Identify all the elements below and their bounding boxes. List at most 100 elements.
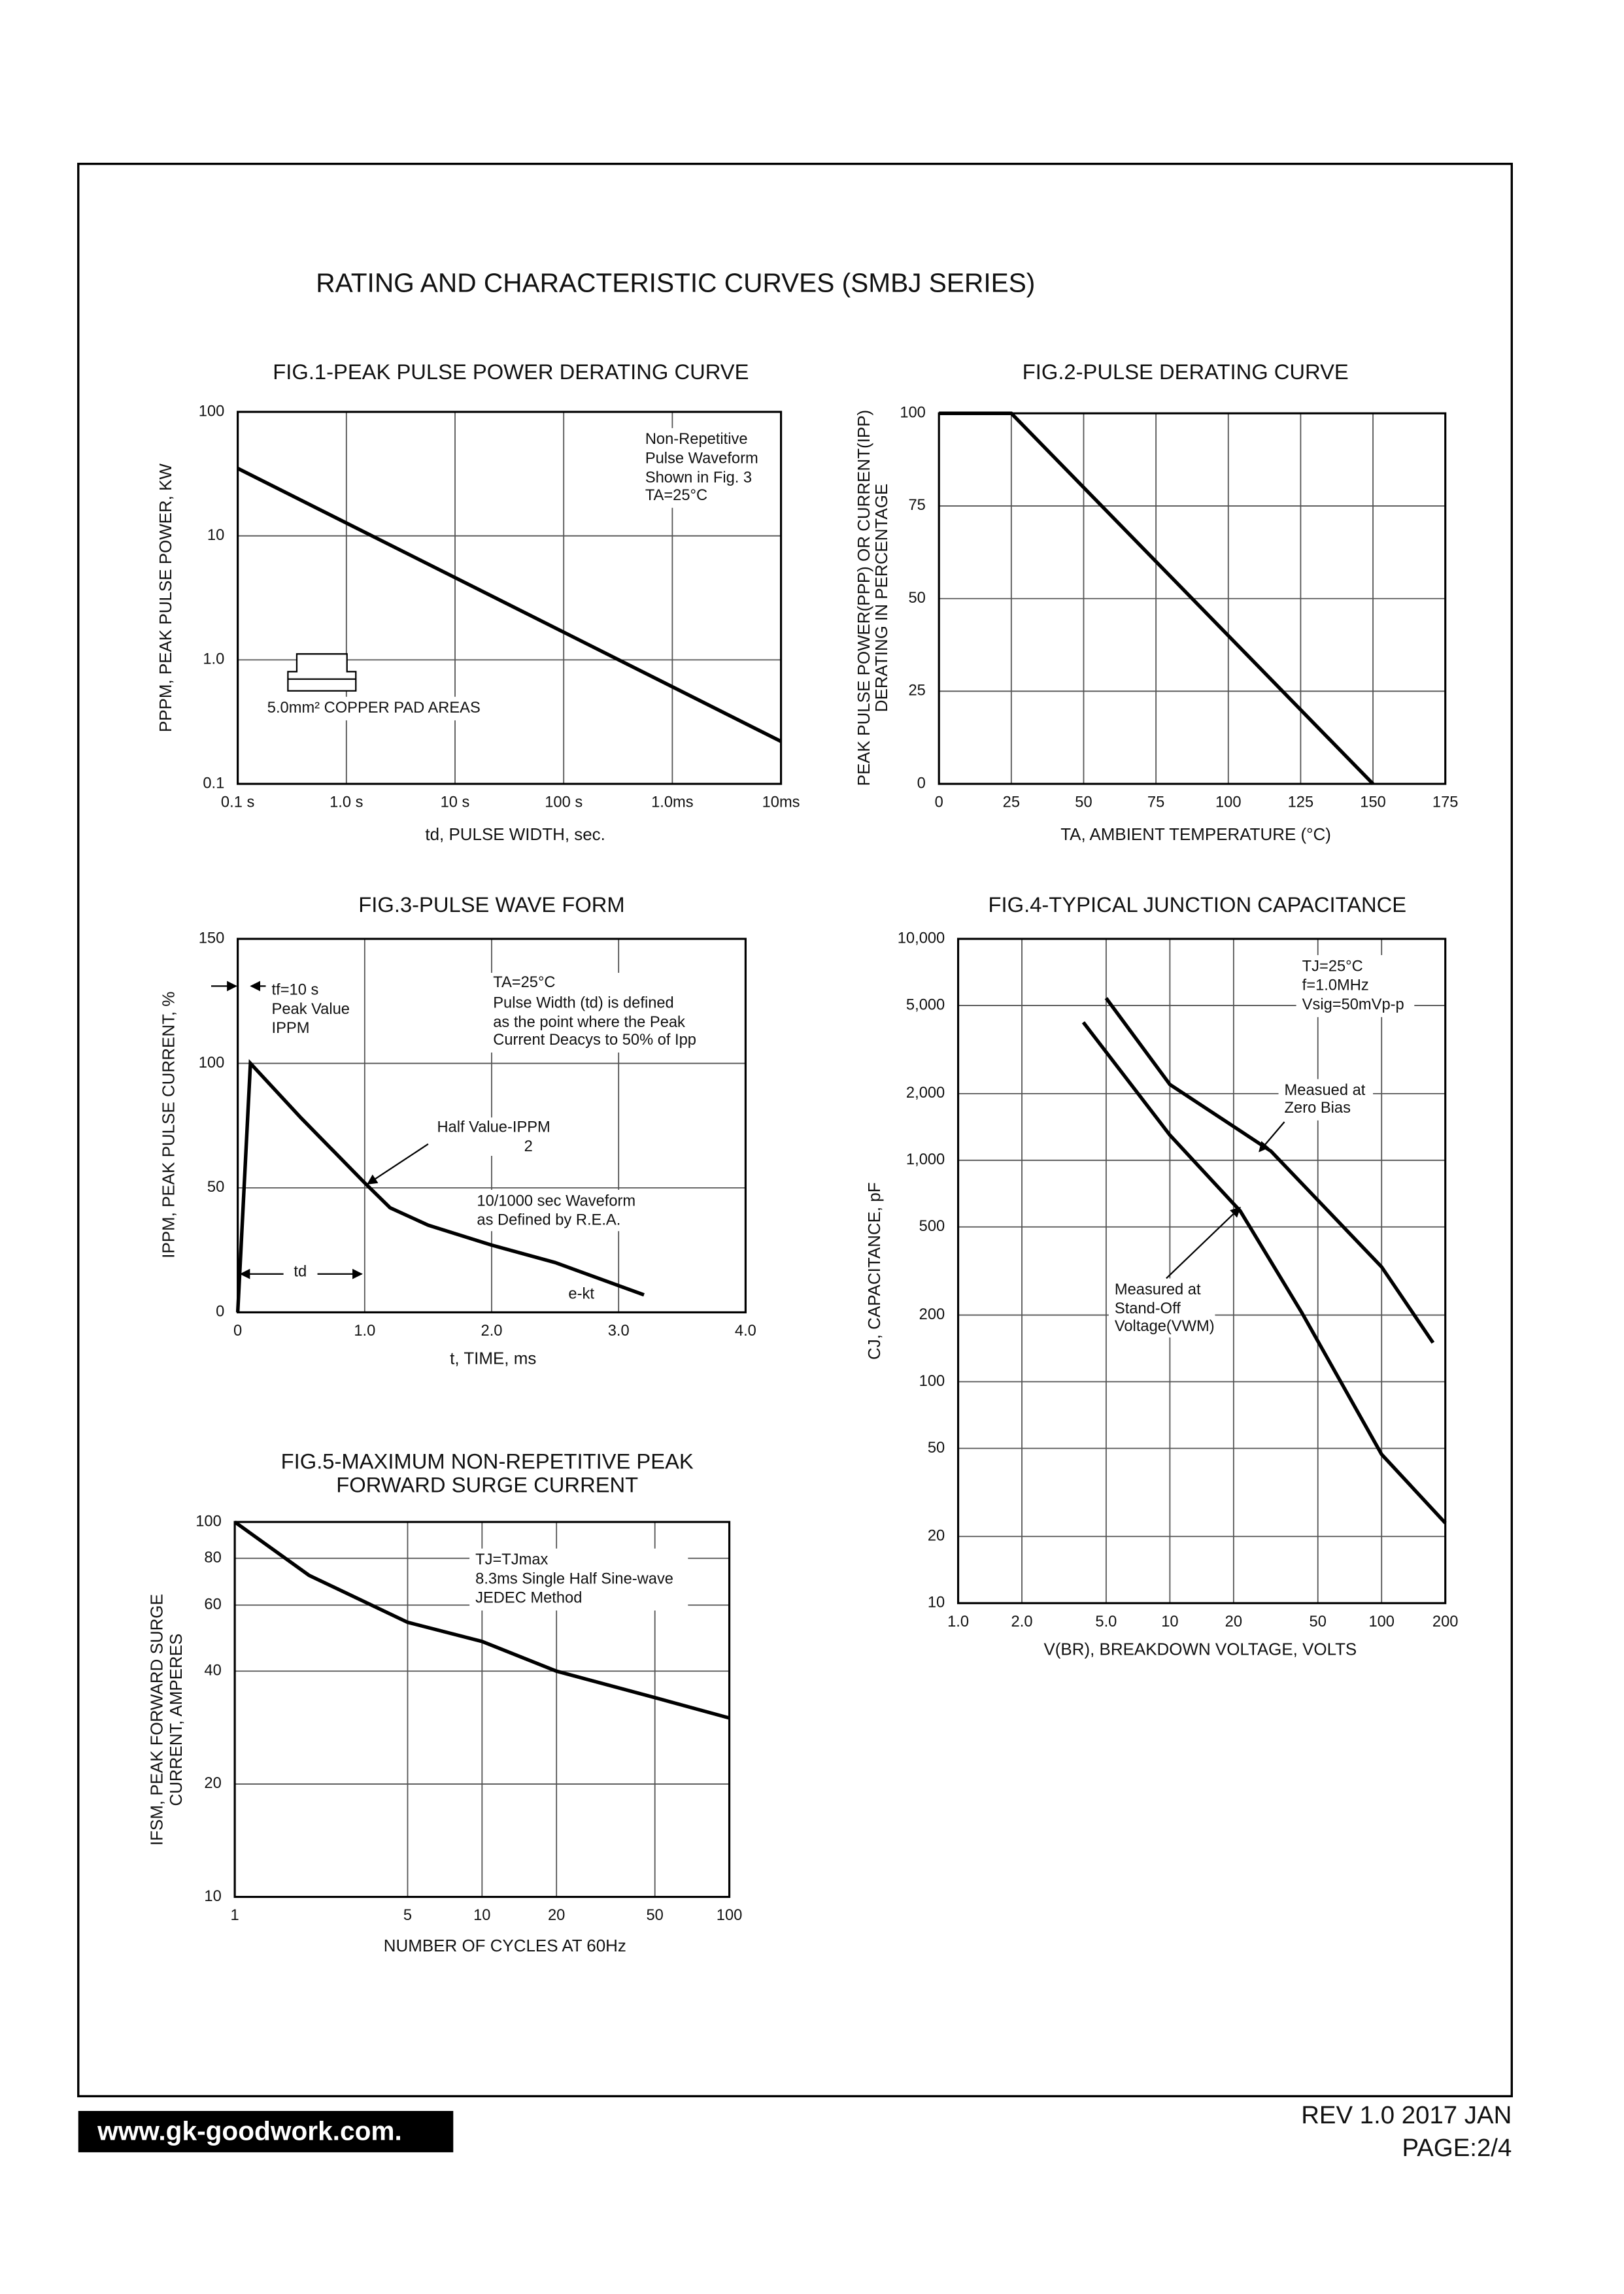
x-axis-label: NUMBER OF CYCLES AT 60Hz [384,1936,626,1955]
x-tick-label: 2.0 [1011,1613,1033,1630]
figure-title: FORWARD SURGE CURRENT [336,1473,638,1497]
annotation: Half Value-IPPM [437,1119,550,1136]
note-box [487,973,718,1053]
y-tick-label: 50 [928,1440,945,1457]
y-tick-label: 150 [199,930,225,947]
y-tick-label: 100 [199,403,225,420]
y-tick-label: 200 [919,1306,945,1323]
y-tick-label: 100 [199,1054,225,1071]
x-tick-label: 3.0 [608,1323,630,1340]
x-tick-label: 1.0ms [651,794,694,811]
annotation: 2 [524,1138,533,1155]
x-tick-label: 100 [717,1907,743,1924]
x-tick-label: 2.0 [481,1323,503,1340]
x-tick-label: 175 [1432,794,1459,811]
x-axis-label: TA, AMBIENT TEMPERATURE (°C) [1060,824,1331,844]
plot-frame [956,937,1447,1604]
note-box [562,1284,601,1306]
annotation: 8.3ms Single Half Sine-wave [475,1570,673,1587]
website: www.gk-goodwork.com. [97,2116,402,2146]
data-line [939,411,1374,785]
y-tick-label: 40 [204,1662,221,1679]
x-tick-label: 125 [1288,794,1314,811]
data-line [1104,997,1435,1344]
plot-area [958,939,1446,1604]
y-tick-label: 75 [909,497,926,514]
y-tick-label: 5,000 [906,996,945,1013]
annotation: Zero Bias [1285,1100,1351,1117]
note-box [265,979,359,1041]
annotation: Shown in Fig. 3 [645,469,752,486]
note-box [471,1189,660,1232]
note-box [1108,1278,1215,1338]
y-axis-label: PPPM, PEAK PULSE POWER, KW [156,464,175,733]
x-tick-label: 10ms [762,794,800,811]
annotation: Measured at [1115,1281,1201,1298]
annotation: TA=25°C [493,974,555,991]
y-tick-label: 10 [204,1888,221,1905]
annotation: Vsig=50mVp-p [1302,996,1404,1013]
x-tick-label: 100 [1215,794,1242,811]
y-tick-label: 100 [900,405,926,422]
note-box [635,428,774,508]
x-tick-label: 20 [1225,1613,1242,1630]
pad-label-box [260,696,458,720]
note-box [1296,954,1415,1017]
x-tick-label: 1 [231,1907,239,1924]
figure-title: FIG.3-PULSE WAVE FORM [358,892,624,917]
data-line [233,1520,730,1720]
annotation: e-kt [568,1286,594,1303]
annotation: Pulse Width (td) is defined [493,995,673,1012]
annotation: Pulse Waveform [645,450,758,467]
y-tick-label: 10,000 [898,930,945,947]
y-tick-label: 50 [207,1179,224,1196]
annotation: 10/1000 sec Waveform [477,1192,635,1209]
x-tick-label: 25 [1003,794,1020,811]
x-tick-label: 75 [1147,794,1164,811]
annotation: Current Deacys to 50% of Ipp [493,1032,696,1049]
y-tick-label: 1,000 [906,1151,945,1168]
plot-frame [237,937,747,1313]
annotation: TJ=25°C [1302,958,1363,975]
y-tick-label: 10 [928,1594,945,1611]
figure-title: FIG.2-PULSE DERATING CURVE [1023,360,1349,384]
annotation: TJ=TJmax [475,1551,548,1568]
annotation: tf=10 s [272,981,319,998]
x-tick-label: 20 [548,1907,565,1924]
annotation: Stand-Off [1115,1300,1181,1317]
x-tick-label: 1.0 [947,1613,969,1630]
annotation: Voltage(VWM) [1115,1318,1215,1335]
note-box [288,1262,312,1283]
annotation: Measued at [1285,1082,1366,1099]
x-axis-label: td, PULSE WIDTH, sec. [425,824,605,844]
y-tick-label: 20 [928,1528,945,1545]
x-tick-label: 10 s [441,794,470,811]
x-tick-label: 10 [473,1907,490,1924]
page-border [77,162,1514,2098]
annotation: as the point where the Peak [493,1014,685,1031]
y-tick-label: 2,000 [906,1085,945,1102]
y-axis-label: IPPM, PEAK PULSE CURRENT, % [159,992,178,1258]
revision: REV 1.0 2017 JAN [1301,2101,1512,2129]
y-axis-label: PEAK PULSE POWER(PPP) OR CURRENT(IPP) [854,410,873,786]
note-box [469,1548,688,1611]
annotation: Peak Value [272,1001,350,1018]
note-box [1278,1079,1374,1121]
data-line [1081,1021,1447,1525]
x-axis-label: V(BR), BREAKDOWN VOLTAGE, VOLTS [1043,1639,1357,1659]
plot-frame [233,1521,731,1898]
y-axis-label: IFSM, PEAK FORWARD SURGE [147,1594,167,1846]
annotation: IPPM [272,1020,310,1037]
y-axis-label: CJ, CAPACITANCE, pF [864,1182,884,1360]
y-axis-label: CURRENT, AMPERES [166,1634,186,1806]
plot-frame [938,412,1447,785]
x-axis-label: t, TIME, ms [450,1349,536,1368]
figure-title: FIG.5-MAXIMUM NON-REPETITIVE PEAK [281,1449,694,1473]
x-tick-label: 50 [647,1907,664,1924]
y-tick-label: 500 [919,1218,945,1235]
x-tick-label: 50 [1310,1613,1327,1630]
figure-title: FIG.4-TYPICAL JUNCTION CAPACITANCE [989,892,1407,917]
annotation: JEDEC Method [475,1590,582,1607]
annotation: f=1.0MHz [1302,977,1369,994]
